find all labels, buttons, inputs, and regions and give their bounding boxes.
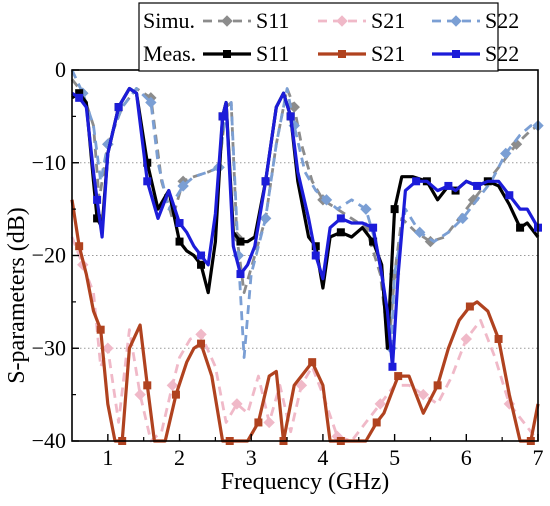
- data-point: [394, 372, 403, 381]
- data-point: [510, 138, 523, 150]
- data-point: [236, 270, 245, 279]
- legend-box: [138, 2, 499, 72]
- data-point: [197, 251, 206, 260]
- legend-entry-label: S22: [485, 8, 519, 33]
- x-tick-label: 5: [389, 445, 400, 470]
- data-point: [166, 379, 179, 392]
- data-point: [505, 191, 514, 200]
- grid-layer: [72, 162, 538, 349]
- data-point: [374, 398, 386, 410]
- legend-entry-label: S11: [256, 41, 289, 66]
- x-tick-label: 4: [317, 445, 328, 470]
- data-point: [311, 251, 320, 260]
- legend-marker: [223, 50, 231, 58]
- data-point: [494, 334, 503, 343]
- data-point: [134, 388, 146, 401]
- series-simu-s22: [70, 69, 544, 359]
- data-point: [412, 177, 421, 186]
- data-point: [465, 302, 474, 311]
- x-tick-label: 7: [533, 445, 544, 470]
- data-point: [444, 181, 453, 190]
- data-point: [175, 219, 184, 228]
- data-point: [369, 223, 378, 232]
- data-point: [460, 333, 473, 345]
- legend-marker: [450, 15, 462, 27]
- data-point: [254, 418, 263, 427]
- legend-marker: [221, 15, 233, 27]
- data-point: [457, 212, 469, 225]
- data-point: [360, 203, 372, 215]
- y-tick-label: −40: [32, 428, 66, 453]
- data-point: [263, 416, 275, 429]
- data-point: [261, 177, 270, 186]
- data-point: [433, 381, 442, 390]
- data-point: [175, 237, 184, 246]
- data-point: [231, 398, 243, 410]
- data-point: [473, 181, 482, 190]
- data-point: [500, 147, 512, 160]
- data-point: [336, 214, 345, 223]
- legend-row-label: Meas.: [143, 41, 196, 66]
- series-meas-s21: [70, 199, 540, 445]
- data-point: [236, 237, 245, 246]
- data-point: [308, 358, 317, 367]
- x-axis-label: Frequency (GHz): [221, 469, 390, 495]
- data-point: [218, 112, 227, 121]
- x-tick-label: 1: [102, 445, 113, 470]
- legend: Simu. S11 S21 S22 Meas. S11 S21 S22: [138, 2, 519, 72]
- series-line: [71, 86, 540, 369]
- data-point: [93, 195, 102, 204]
- x-tick-label: 2: [174, 445, 185, 470]
- data-point: [143, 177, 152, 186]
- x-tick-label: 6: [461, 445, 472, 470]
- data-point: [295, 379, 308, 392]
- y-tick-label: 0: [55, 57, 66, 82]
- y-tick-label: −20: [32, 243, 66, 268]
- data-point: [336, 228, 345, 237]
- data-point: [259, 212, 272, 225]
- data-point: [414, 226, 426, 239]
- data-point: [114, 103, 123, 112]
- data-point: [320, 194, 333, 206]
- data-point: [197, 260, 206, 269]
- legend-entry-label: S22: [485, 41, 519, 66]
- data-point: [75, 242, 84, 251]
- data-point: [177, 180, 189, 192]
- data-point: [516, 223, 525, 232]
- y-axis-label: S-parameters (dB): [4, 207, 30, 384]
- legend-entry-label: S11: [256, 8, 289, 33]
- x-tick-label: 3: [246, 445, 257, 470]
- data-point: [102, 342, 114, 354]
- data-point: [372, 418, 381, 427]
- legend-entry-label: S21: [371, 8, 405, 33]
- legend-marker: [338, 50, 346, 58]
- data-point: [195, 328, 207, 341]
- data-point: [286, 112, 295, 121]
- data-point: [390, 205, 399, 214]
- data-point: [143, 381, 152, 390]
- data-point: [171, 390, 180, 399]
- data-point: [197, 339, 206, 348]
- data-point: [388, 362, 397, 371]
- series-layer: [70, 69, 544, 445]
- legend-entry-label: S21: [371, 41, 405, 66]
- series-meas-s22: [71, 86, 542, 371]
- legend-marker: [336, 15, 348, 27]
- legend-row-label: Simu.: [143, 8, 195, 33]
- tick-layer: 1 2 3 4 5 6 7 0 −10 −20 −30 −40: [32, 57, 544, 470]
- legend-marker: [452, 50, 460, 58]
- series-line: [70, 69, 538, 359]
- data-point: [145, 96, 157, 109]
- data-point: [75, 93, 84, 102]
- data-point: [96, 325, 105, 334]
- data-point: [417, 388, 429, 401]
- y-tick-label: −10: [32, 150, 66, 175]
- y-tick-label: −30: [32, 335, 66, 360]
